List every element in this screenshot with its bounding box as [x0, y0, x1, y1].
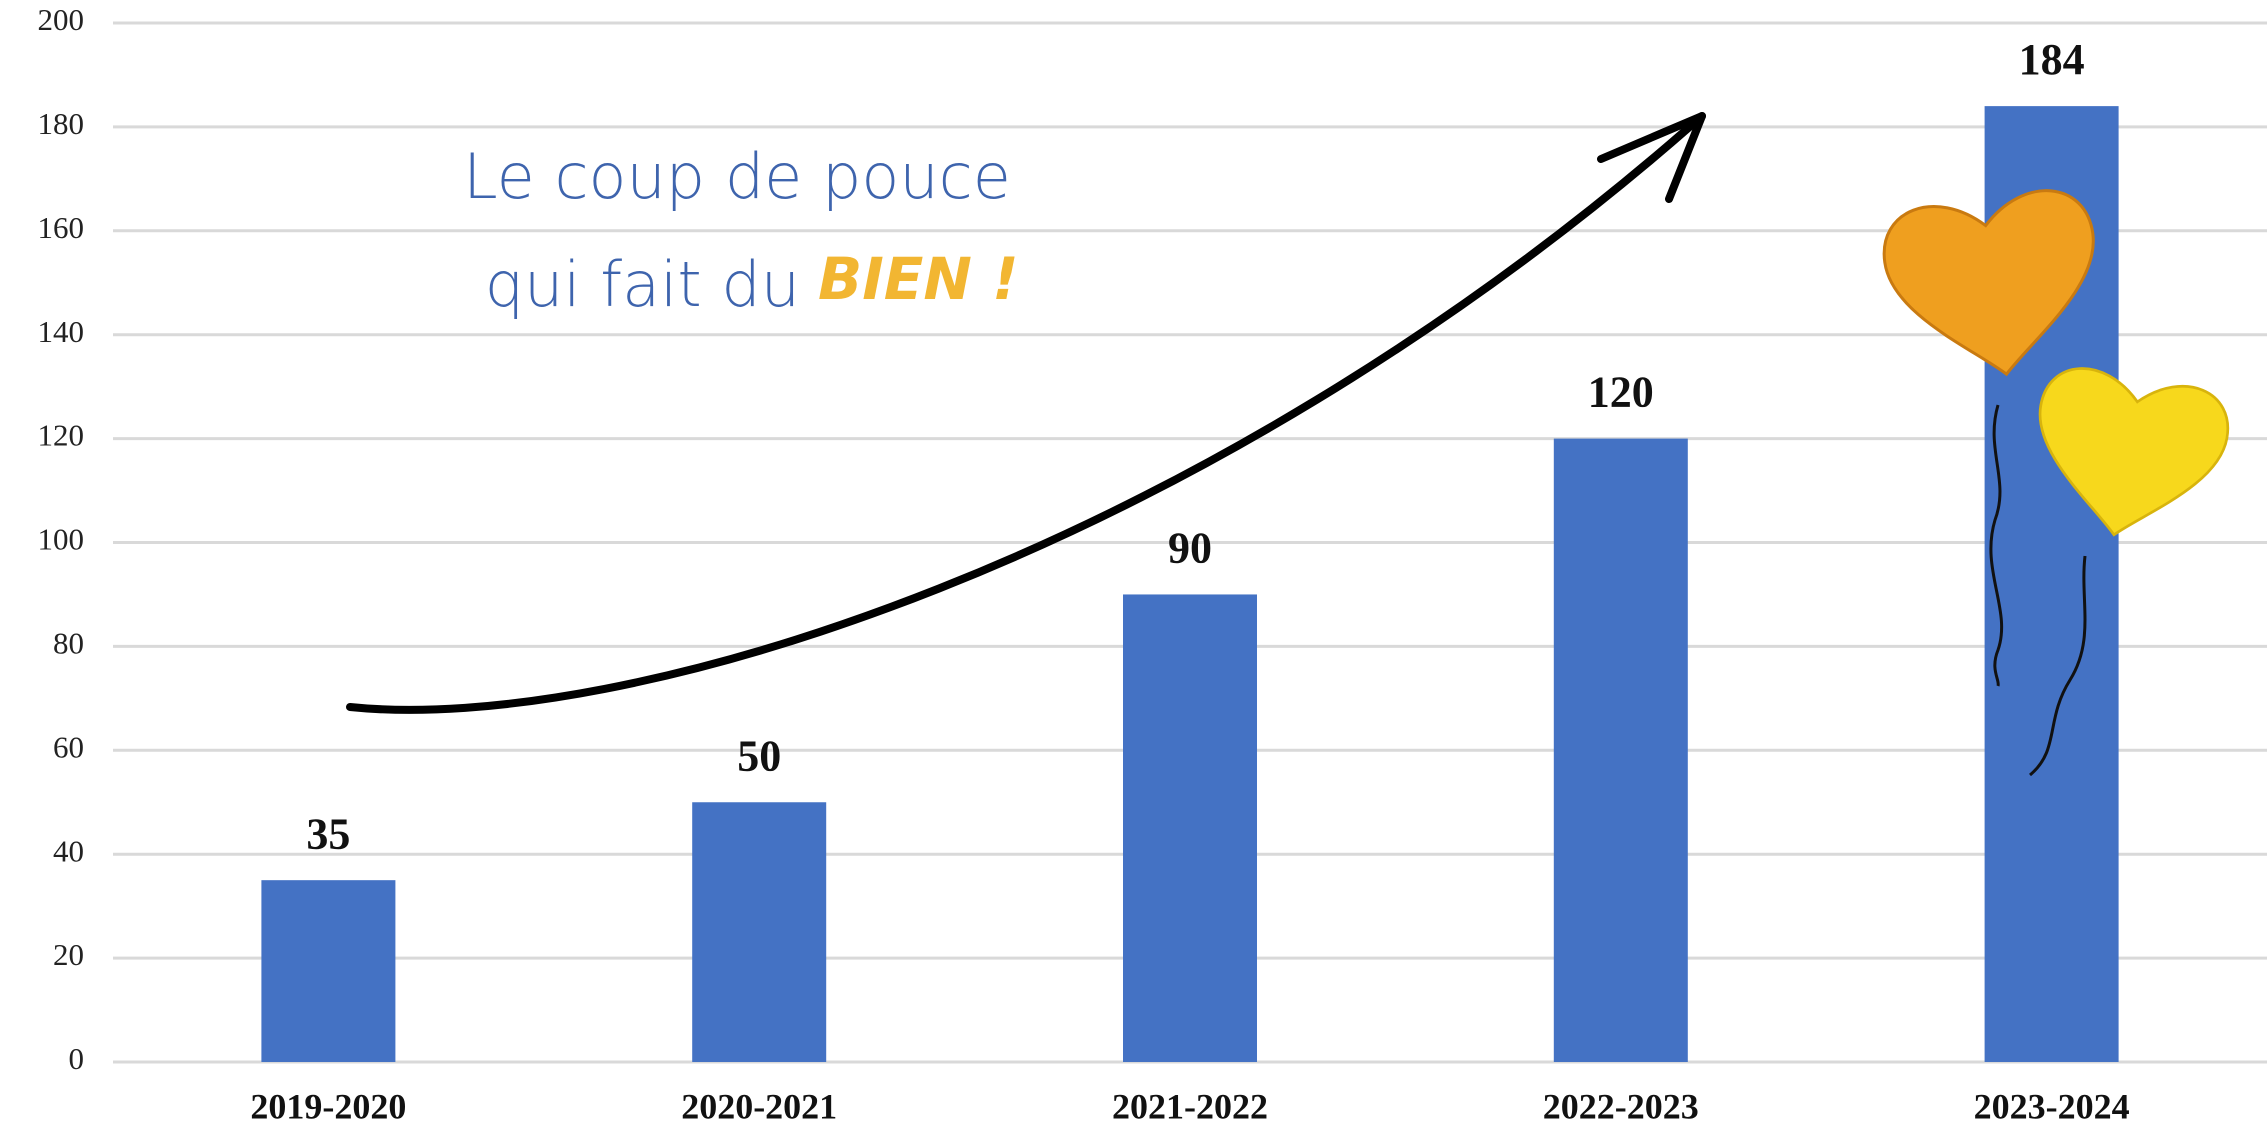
bar	[692, 802, 827, 1062]
y-tick-label: 80	[53, 626, 84, 661]
y-tick-label: 140	[38, 314, 85, 349]
x-tick-label: 2020-2021	[681, 1086, 837, 1126]
y-tick-label: 120	[38, 418, 85, 453]
annotation: Le coup de pouce	[463, 140, 1011, 213]
bar	[1553, 438, 1688, 1063]
value-label: 90	[1168, 524, 1212, 573]
y-tick-label: 60	[53, 729, 84, 764]
bar	[261, 880, 396, 1062]
arrow-head	[1597, 112, 1706, 203]
bar	[1123, 594, 1257, 1062]
x-tick-label: 2023-2024	[1974, 1086, 2130, 1126]
value-label: 35	[306, 809, 350, 858]
value-label: 50	[737, 731, 781, 780]
y-tick-label: 40	[53, 833, 84, 868]
value-label: 184	[2019, 35, 2085, 84]
x-tick-label: 2021-2022	[1112, 1086, 1268, 1126]
y-tick-label: 20	[53, 937, 84, 972]
y-tick-label: 0	[69, 1041, 85, 1076]
trend-arrow	[346, 112, 1706, 714]
x-tick-label: 2019-2020	[250, 1086, 406, 1126]
balloon-string	[1989, 404, 2004, 687]
value-label: 120	[1588, 368, 1654, 417]
y-tick-label: 160	[38, 210, 85, 245]
annotation: qui fait du	[485, 248, 800, 321]
y-tick-label: 180	[38, 106, 85, 141]
balloon	[1882, 189, 2095, 377]
x-tick-label: 2022-2023	[1543, 1086, 1699, 1126]
y-tick-label: 200	[38, 2, 85, 37]
balloon-string	[2029, 555, 2087, 777]
y-tick-label: 100	[38, 522, 85, 557]
annotation-highlight: BIEN !	[818, 245, 1019, 313]
balloon	[2038, 367, 2230, 537]
